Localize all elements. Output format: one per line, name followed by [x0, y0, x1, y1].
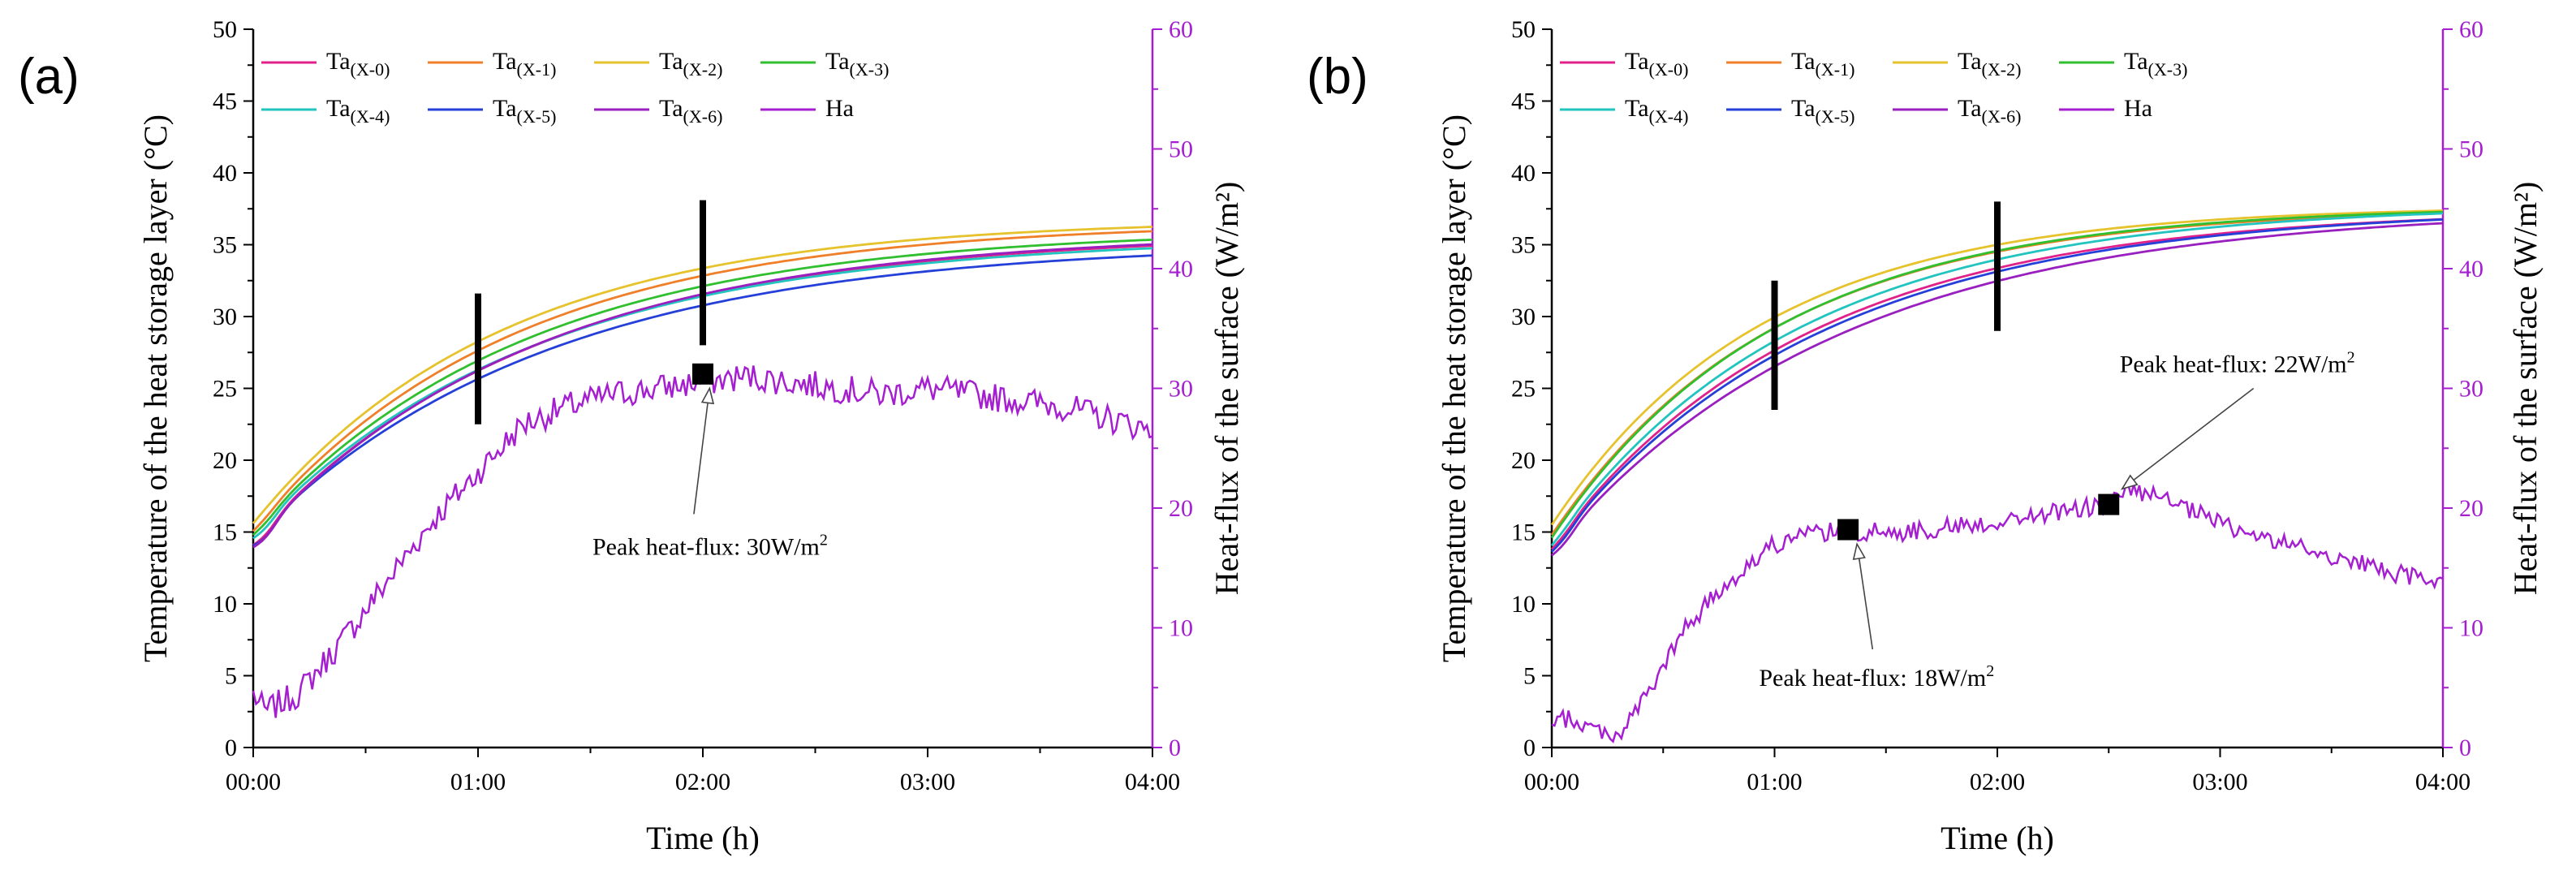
- legend-entry: Ta(X-0): [1625, 48, 1688, 80]
- peak-marker-1: [2098, 493, 2120, 515]
- y2-tick-label: 20: [1169, 495, 1193, 522]
- y-tick-label: 30: [213, 304, 237, 330]
- legend-entry: Ta(X-4): [1625, 95, 1688, 127]
- y-axis-title: Temperature of the heat storage layer (°…: [137, 114, 174, 662]
- y2-tick-label: 50: [2459, 136, 2483, 163]
- y-tick-label: 25: [213, 376, 237, 403]
- chart-panel-b: (b) 0 5 10 15 20 25 30 35 40 45 50 0 10 20 30 40 50 60 00:0…: [1307, 16, 2544, 856]
- x-tick-label: 03:00: [900, 769, 955, 795]
- legend-entry: Ha: [825, 95, 854, 122]
- legend-entry: Ta(X-5): [1791, 95, 1854, 127]
- panel-label: (a): [18, 49, 80, 105]
- x-tick-label: 02:00: [1970, 769, 2025, 795]
- y-tick-label: 5: [225, 663, 237, 690]
- annotation-text: Peak heat-flux: 22W/m2: [2120, 349, 2355, 378]
- y-tick-label: 40: [213, 160, 237, 187]
- annotation-arrowhead: [700, 386, 715, 405]
- legend-entry: Ta(X-1): [1791, 48, 1854, 80]
- y-tick-label: 15: [1511, 519, 1536, 546]
- panel-label: (b): [1307, 49, 1368, 105]
- y2-tick-label: 20: [2459, 495, 2483, 522]
- x-axis-title: Time (h): [646, 820, 760, 856]
- y2-axis-title: Heat-flux of the surface (W/m²): [2507, 182, 2544, 596]
- y2-tick-label: 0: [2459, 735, 2471, 761]
- x-tick-label: 01:00: [1747, 769, 1802, 795]
- legend-entry: Ta(X-3): [825, 48, 889, 80]
- x-tick-label: 04:00: [1125, 769, 1180, 795]
- legend-entry: Ta(X-2): [659, 48, 722, 80]
- y2-tick-label: 50: [1169, 136, 1193, 163]
- peak-marker-0: [692, 363, 713, 385]
- annotation-arrow-line: [693, 388, 711, 515]
- annotation-arrowhead: [2120, 474, 2139, 490]
- x-tick-label: 03:00: [2192, 769, 2247, 795]
- legend-entry: Ta(X-5): [493, 95, 556, 127]
- legend-entry: Ta(X-6): [1958, 95, 2021, 127]
- y2-axis-title: Heat-flux of the surface (W/m²): [1208, 182, 1245, 596]
- x-tick-label: 04:00: [2415, 769, 2470, 795]
- legend-entry: Ta(X-1): [493, 48, 556, 80]
- y-tick-label: 35: [1511, 232, 1536, 259]
- y2-tick-label: 30: [2459, 376, 2483, 403]
- y-tick-label: 50: [1511, 16, 1536, 43]
- legend-entry: Ta(X-4): [326, 95, 390, 127]
- y-tick-label: 0: [1523, 735, 1536, 761]
- y-tick-label: 20: [1511, 447, 1536, 474]
- y-axis-title: Temperature of the heat storage layer (°…: [1436, 114, 1472, 662]
- y-tick-label: 15: [213, 519, 237, 546]
- y-tick-label: 35: [213, 232, 237, 259]
- legend-entry: Ta(X-2): [1958, 48, 2021, 80]
- y-tick-label: 20: [213, 447, 237, 474]
- y2-tick-label: 30: [1169, 376, 1193, 403]
- x-tick-label: 01:00: [450, 769, 506, 795]
- y2-tick-label: 0: [1169, 735, 1181, 761]
- x-tick-label: 02:00: [675, 769, 730, 795]
- chart-panel-a: (a) 0 5 10 15 20 25 30 35 40 45 50 0 10 20 30 40 50 60 00:0…: [18, 16, 1245, 856]
- annotation-arrow-line: [2122, 387, 2255, 490]
- y-tick-label: 10: [213, 591, 237, 618]
- y2-tick-label: 10: [1169, 615, 1193, 642]
- legend-entry: Ta(X-3): [2124, 48, 2187, 80]
- y2-tick-label: 40: [2459, 256, 2483, 282]
- peak-marker-0: [1837, 519, 1859, 541]
- series-line-ha: [1551, 480, 2444, 743]
- annotation-text: Peak heat-flux: 18W/m2: [1759, 662, 1994, 692]
- y2-tick-label: 40: [1169, 256, 1193, 282]
- x-axis-title: Time (h): [1941, 820, 2054, 856]
- y-tick-label: 5: [1523, 663, 1536, 690]
- y-tick-label: 25: [1511, 376, 1536, 403]
- y-tick-label: 40: [1511, 160, 1536, 187]
- y-tick-label: 30: [1511, 304, 1536, 330]
- legend-entry: Ha: [2124, 95, 2152, 122]
- y2-tick-label: 60: [1169, 16, 1193, 43]
- legend-entry: Ta(X-0): [326, 48, 390, 80]
- annotation-arrowhead: [1852, 542, 1866, 561]
- legend-entry: Ta(X-6): [659, 95, 722, 127]
- y-tick-label: 0: [225, 735, 237, 761]
- y-tick-label: 10: [1511, 591, 1536, 618]
- annotation-text: Peak heat-flux: 30W/m2: [592, 531, 828, 560]
- x-tick-label: 00:00: [226, 769, 281, 795]
- y2-tick-label: 10: [2459, 615, 2483, 642]
- y-tick-label: 50: [213, 16, 237, 43]
- x-tick-label: 00:00: [1524, 769, 1579, 795]
- y-tick-label: 45: [213, 88, 237, 115]
- y2-tick-label: 60: [2459, 16, 2483, 43]
- y-tick-label: 45: [1511, 88, 1536, 115]
- annotation-arrow-line: [1856, 544, 1874, 650]
